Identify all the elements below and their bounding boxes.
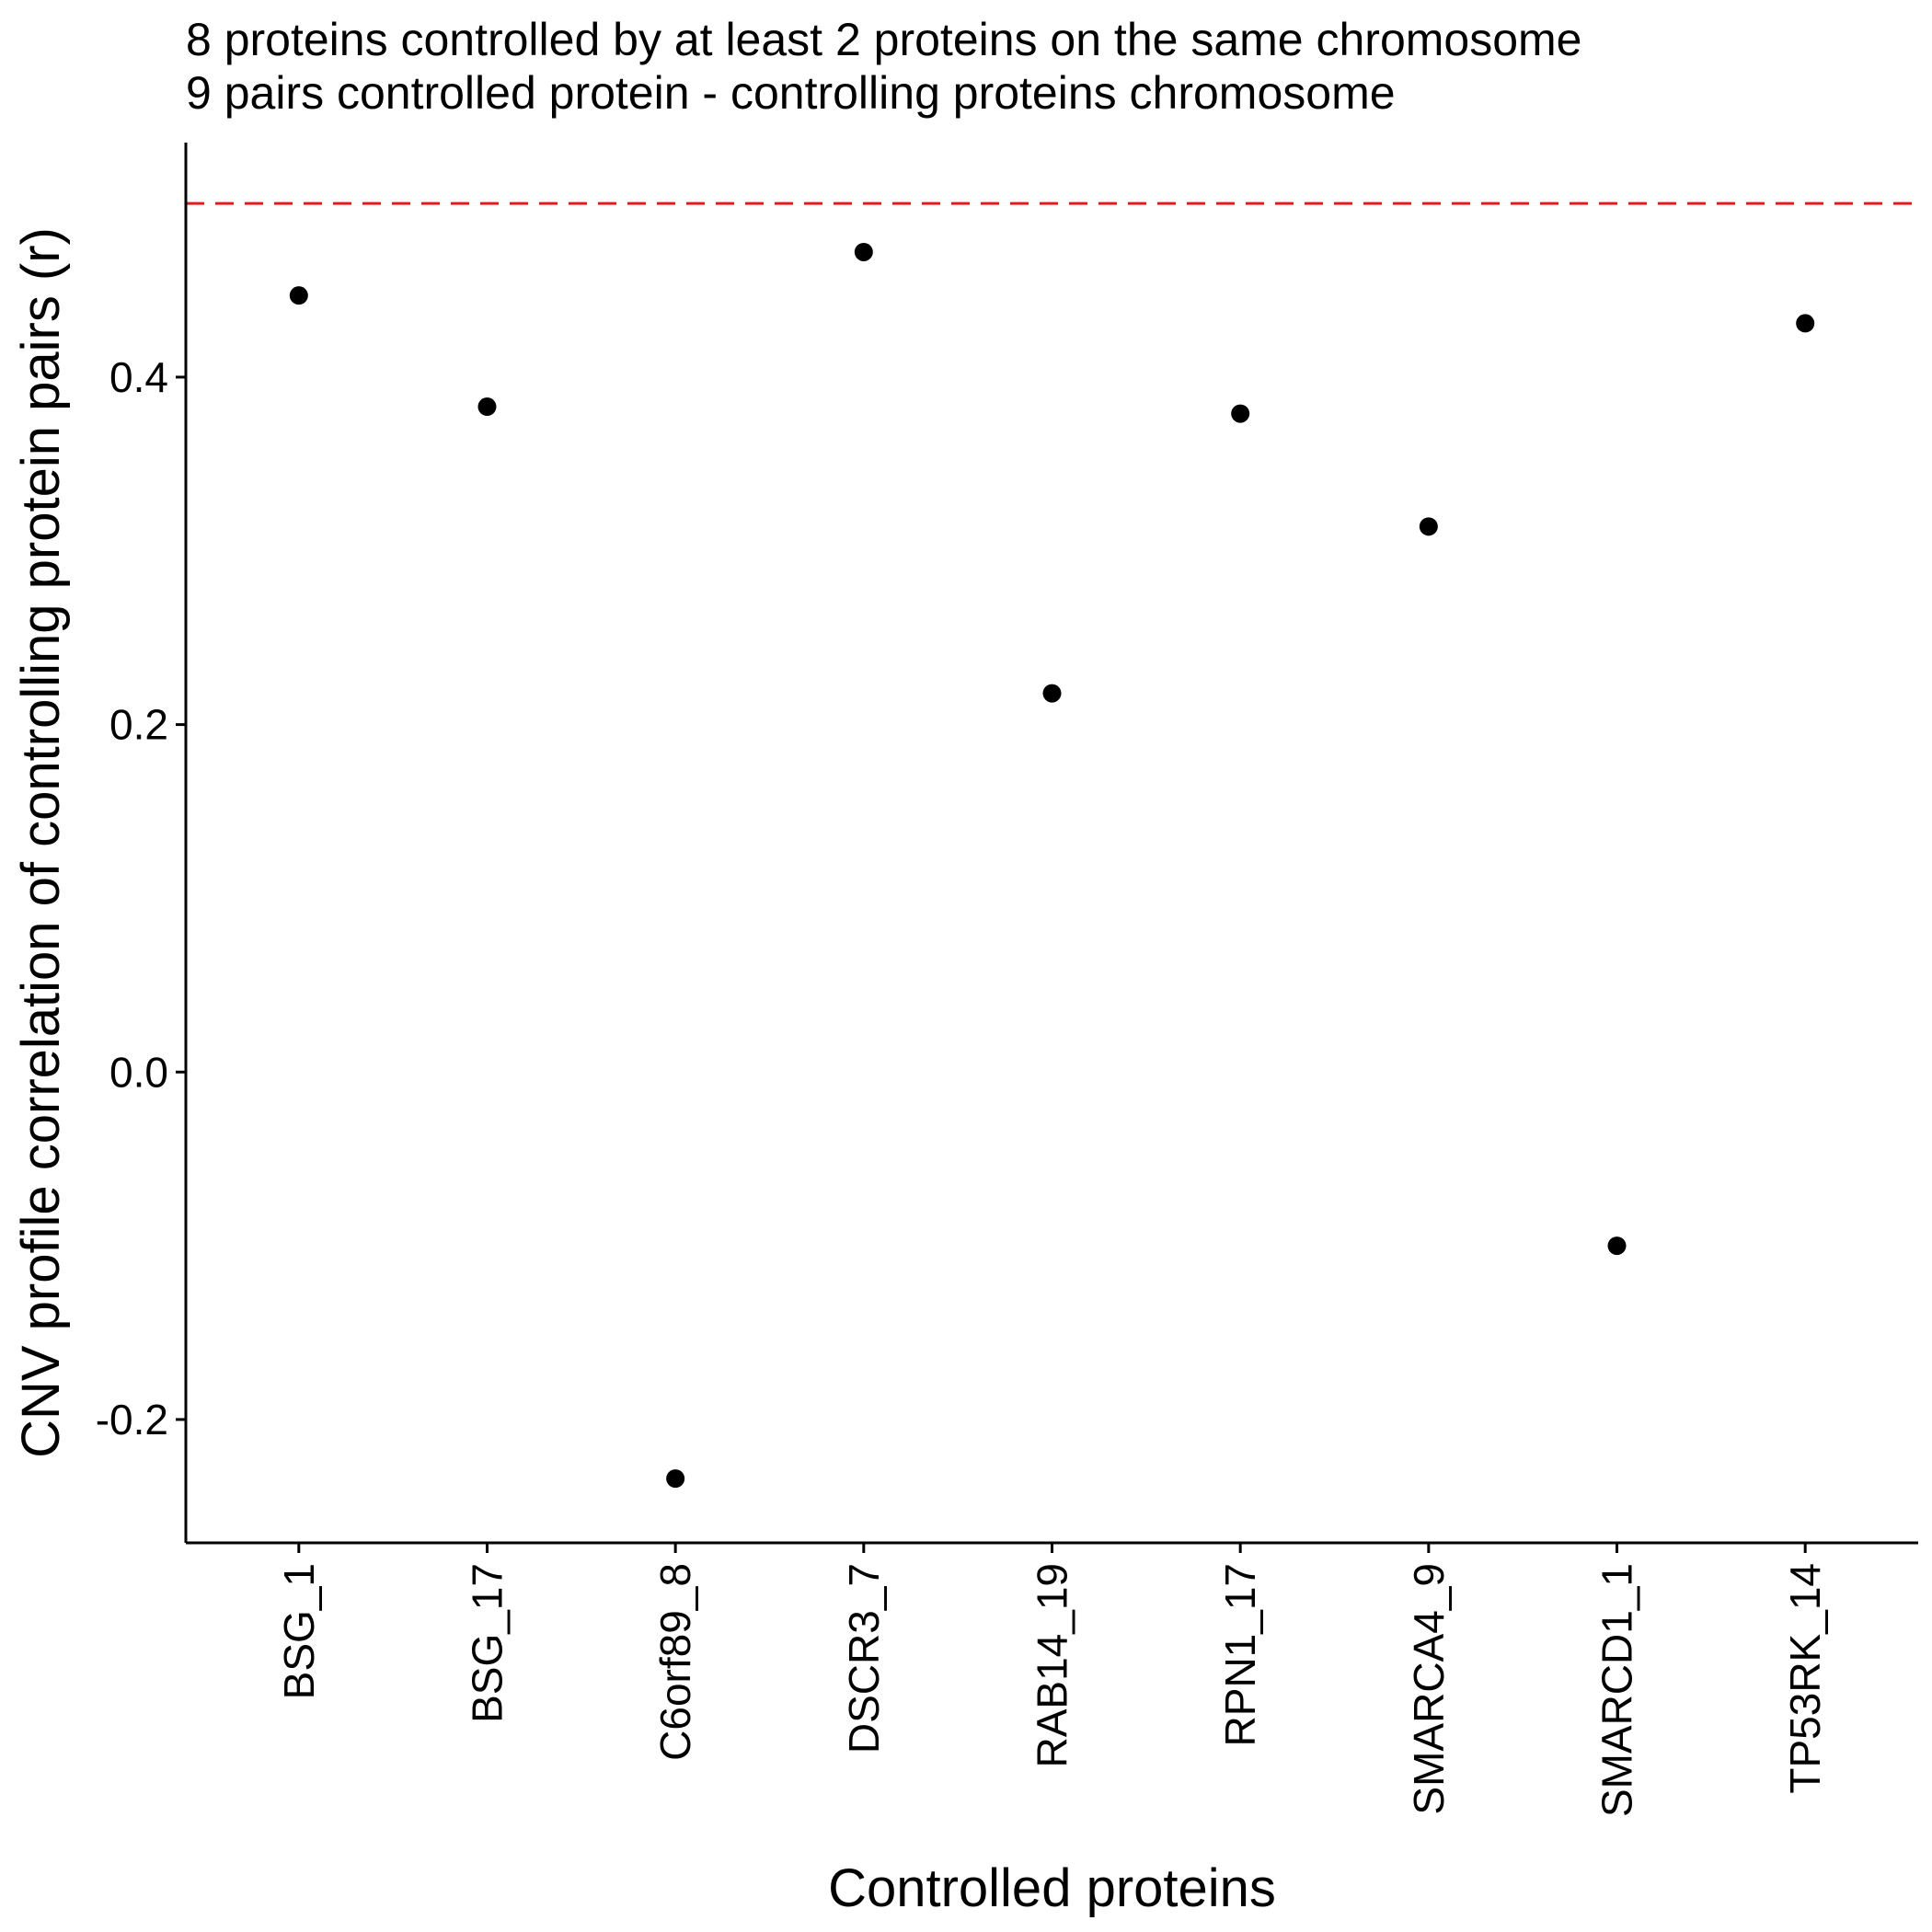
data-point <box>666 1469 685 1489</box>
data-point <box>477 397 497 417</box>
y-tick-label: 0.2 <box>109 701 168 749</box>
data-point <box>1419 517 1438 536</box>
y-axis-title: CNV profile correlation of controlling p… <box>11 227 71 1458</box>
y-tick-label: -0.2 <box>96 1396 168 1443</box>
data-point <box>1231 404 1250 423</box>
data-points <box>289 242 1815 1489</box>
x-tick-label: BSG_1 <box>275 1563 323 1699</box>
x-tick-label: RPN1_17 <box>1216 1563 1264 1746</box>
x-tick-label: DSCR3_7 <box>840 1563 888 1754</box>
x-axis-ticks: BSG_1 BSG_17 C6orf89_8 DSCR3_7 RAB14_19 RPN1_… <box>275 1543 1829 1817</box>
data-point <box>1607 1236 1627 1256</box>
chart-title: 8 proteins controlled by at least 2 prot… <box>186 14 1581 119</box>
x-tick-label: RAB14_19 <box>1029 1563 1076 1768</box>
x-tick-label: BSG_17 <box>463 1563 511 1723</box>
title-line: 8 proteins controlled by at least 2 prot… <box>186 14 1581 65</box>
x-tick-label: SMARCD1_1 <box>1593 1563 1641 1817</box>
data-point <box>1042 684 1062 703</box>
y-tick-label: 0.4 <box>109 353 168 401</box>
data-point <box>289 286 308 305</box>
data-point <box>854 242 873 261</box>
x-tick-label: TP53RK_14 <box>1781 1563 1829 1794</box>
y-tick-label: 0.0 <box>109 1048 168 1096</box>
data-point <box>1796 314 1815 333</box>
title-line: 9 pairs controlled protein - controlling… <box>186 67 1396 119</box>
plot-area: -0.2 0.0 0.2 0.4 BSG_1 BSG_17 C6orf89_8 DSCR3_… <box>96 143 1918 1817</box>
x-tick-label: C6orf89_8 <box>651 1563 699 1761</box>
y-axis-ticks: -0.2 0.0 0.2 0.4 <box>96 353 186 1443</box>
x-tick-label: SMARCA4_9 <box>1405 1563 1453 1815</box>
x-axis-title: Controlled proteins <box>828 1858 1276 1918</box>
